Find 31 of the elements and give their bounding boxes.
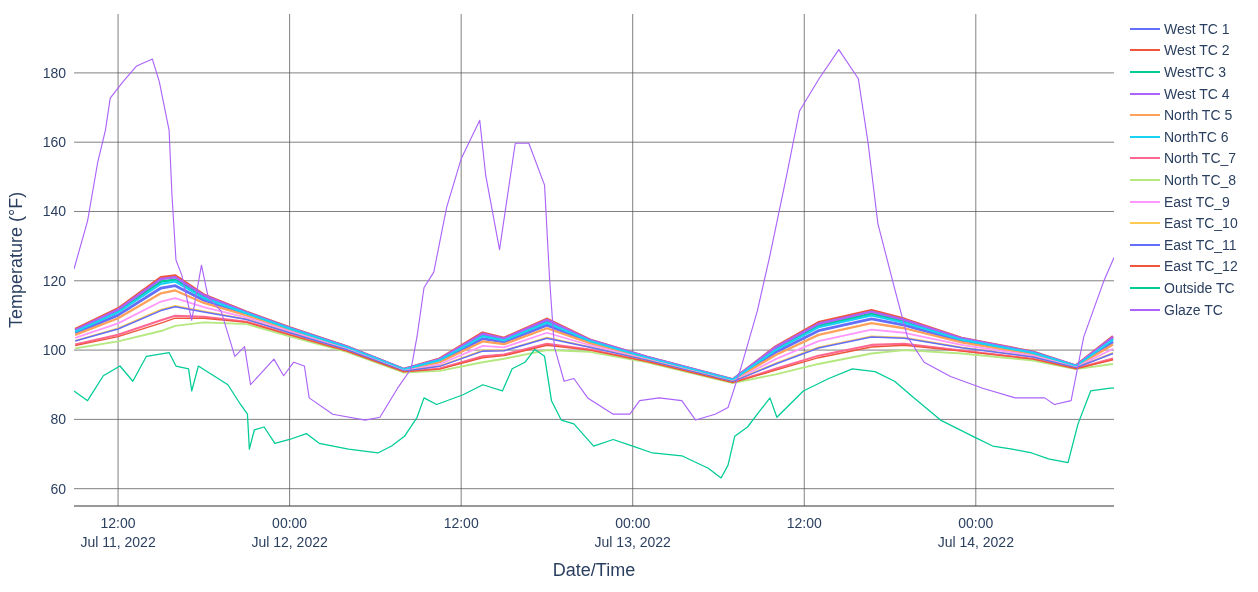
legend-label: Outside TC bbox=[1164, 279, 1235, 296]
y-tick-label: 100 bbox=[42, 342, 67, 359]
x-axis-title: Date/Time bbox=[552, 560, 636, 580]
y-tick-label: 160 bbox=[42, 134, 67, 151]
line-series bbox=[74, 49, 1114, 421]
y-tick-label: 180 bbox=[42, 64, 67, 81]
legend-label: East TC_11 bbox=[1164, 236, 1237, 253]
line-series bbox=[74, 348, 1114, 479]
legend-label: West TC 1 bbox=[1164, 20, 1230, 37]
x-tick-label: 00:00 Jul 13, 2022 bbox=[594, 515, 672, 550]
y-tick-label: 60 bbox=[50, 480, 67, 497]
x-tick-label: 12:00 Jul 11, 2022 bbox=[80, 515, 156, 550]
legend-label: North TC_8 bbox=[1164, 171, 1237, 188]
x-tick-label: 00:00 Jul 14, 2022 bbox=[937, 515, 1015, 550]
x-tick-label: 12:00 bbox=[786, 515, 822, 531]
x-tick-label: 12:00 bbox=[443, 515, 479, 531]
y-tick-label: 80 bbox=[50, 411, 67, 428]
y-axis-title: Temperature (°F) bbox=[6, 191, 27, 329]
x-tick-label: 00:00 Jul 12, 2022 bbox=[251, 515, 328, 550]
legend-label: NorthTC 6 bbox=[1164, 128, 1229, 145]
legend-label: North TC_7 bbox=[1164, 150, 1237, 167]
legend-label: West TC 4 bbox=[1164, 85, 1230, 102]
y-tick-label: 120 bbox=[42, 272, 67, 289]
legend-label: East TC_12 bbox=[1164, 258, 1238, 275]
legend-label: WestTC 3 bbox=[1164, 63, 1226, 80]
legend-label: East TC_9 bbox=[1164, 193, 1230, 210]
legend-label: West TC 2 bbox=[1164, 42, 1230, 59]
legend-label: Glaze TC bbox=[1164, 301, 1223, 318]
y-tick-label: 140 bbox=[42, 203, 67, 220]
legend-label: East TC_10 bbox=[1164, 215, 1238, 232]
legend-label: North TC 5 bbox=[1164, 107, 1233, 124]
